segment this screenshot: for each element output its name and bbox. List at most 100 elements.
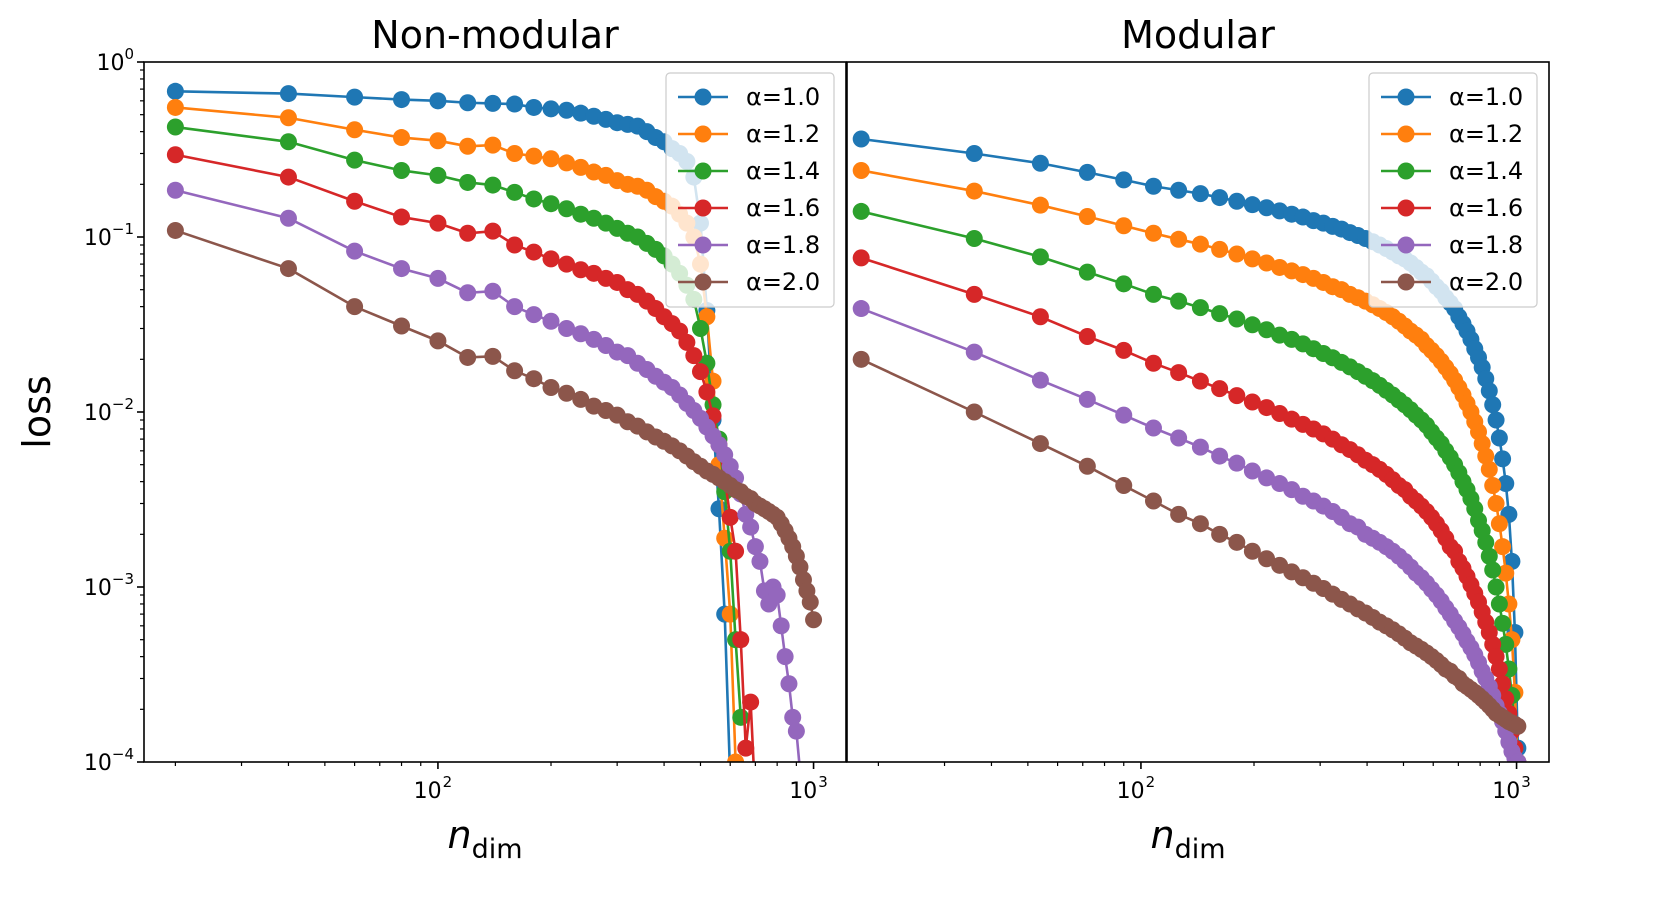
data-point <box>965 230 983 248</box>
data-point <box>722 770 739 787</box>
data-point <box>732 770 749 787</box>
data-point <box>1490 595 1508 613</box>
data-point <box>1031 154 1049 172</box>
legend: α=1.0 α=1.2 α=1.4 α=1.6 α=1.8 α=2.0 <box>1368 72 1538 308</box>
data-point <box>852 202 870 220</box>
series-5 <box>852 350 1527 735</box>
data-point <box>393 161 411 179</box>
data-point <box>346 88 364 106</box>
data-point <box>393 91 411 109</box>
data-point <box>1477 533 1495 551</box>
legend-item: α=1.8 <box>678 231 820 259</box>
data-point <box>1211 525 1229 543</box>
legend-label: α=1.6 <box>746 194 820 222</box>
data-point <box>506 236 524 254</box>
data-point <box>678 333 696 351</box>
data-point <box>506 145 524 162</box>
data-point <box>1170 230 1188 248</box>
data-point <box>459 284 477 302</box>
data-point <box>1144 354 1162 372</box>
data-point <box>393 260 411 278</box>
data-point <box>1191 372 1209 390</box>
data-point <box>1484 396 1502 414</box>
data-point <box>852 130 870 148</box>
data-point <box>1115 217 1133 235</box>
x-axis: 102 103 <box>877 762 1531 804</box>
data-point <box>484 347 502 365</box>
data-point <box>346 298 364 316</box>
data-point <box>1228 310 1246 328</box>
chart-title: Modular <box>1121 13 1275 57</box>
data-point <box>572 390 590 408</box>
series-4 <box>852 300 1527 762</box>
data-point <box>1211 240 1229 258</box>
legend-item: α=1.4 <box>678 157 820 185</box>
data-point <box>1115 275 1133 293</box>
data-point <box>279 209 297 227</box>
data-point <box>727 753 745 762</box>
data-point <box>1191 515 1209 533</box>
series-2 <box>852 202 1527 762</box>
data-point <box>542 100 560 118</box>
legend-marker <box>694 199 712 217</box>
x-axis-title-main: n <box>1150 813 1174 857</box>
legend-label: α=1.4 <box>1449 157 1523 185</box>
x-axis-title-main: n <box>447 813 471 857</box>
data-point <box>852 350 870 368</box>
x-axis-title: ndim <box>1150 813 1225 865</box>
data-point <box>732 708 750 726</box>
data-point <box>572 325 590 343</box>
data-point <box>801 593 819 611</box>
data-point <box>965 145 983 162</box>
data-point <box>459 137 477 155</box>
data-point <box>429 166 447 184</box>
data-point <box>166 181 184 199</box>
data-point <box>1258 550 1276 568</box>
data-point <box>852 161 870 179</box>
data-point <box>346 151 364 169</box>
data-point <box>429 214 447 232</box>
data-point <box>1509 753 1527 762</box>
data-point <box>787 722 805 740</box>
y-axis-title: loss <box>15 375 59 448</box>
data-point <box>1228 192 1246 210</box>
data-point <box>525 98 543 116</box>
legend-item: α=1.2 <box>678 120 820 148</box>
y-tick-label: 10−2 <box>84 395 134 426</box>
legend-label: α=1.8 <box>1449 231 1523 259</box>
data-point <box>558 255 576 273</box>
legend-marker <box>1397 199 1415 217</box>
data-point <box>429 92 447 110</box>
data-point <box>484 176 502 194</box>
data-point <box>542 150 560 168</box>
data-point <box>1243 462 1261 480</box>
data-point <box>727 806 744 823</box>
data-point <box>279 133 297 151</box>
data-point <box>1477 447 1495 465</box>
x-axis-title-subscript: dim <box>1175 834 1226 865</box>
data-point <box>1031 248 1049 266</box>
legend-item: α=2.0 <box>678 268 820 296</box>
series-5 <box>166 221 823 629</box>
data-point <box>784 708 802 726</box>
series-line <box>175 125 743 718</box>
data-point <box>506 362 524 380</box>
data-point <box>751 552 769 570</box>
data-point <box>393 208 411 226</box>
data-point <box>542 195 560 213</box>
data-point <box>525 306 543 324</box>
data-point <box>1144 285 1162 303</box>
y-axis: 10−4 10−3 10−2 10−1 100 <box>84 45 144 776</box>
data-point <box>572 104 590 122</box>
data-point <box>727 542 745 560</box>
legend-label: α=1.8 <box>746 231 820 259</box>
data-point <box>1243 196 1261 214</box>
data-point <box>747 792 764 809</box>
data-point <box>572 158 590 176</box>
legend-label: α=1.2 <box>746 120 820 148</box>
data-point <box>279 109 297 127</box>
data-point <box>429 132 447 150</box>
data-point <box>737 739 755 757</box>
data-point <box>525 190 543 208</box>
data-point <box>1170 292 1188 310</box>
